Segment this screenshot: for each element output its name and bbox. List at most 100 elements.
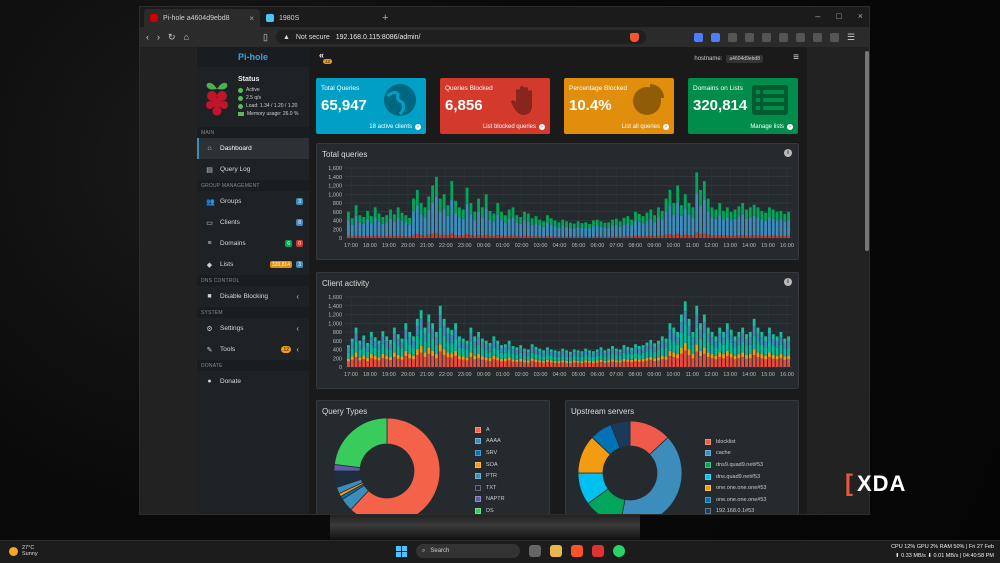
legend-item[interactable]: one.one.one.one#53 <box>705 482 766 494</box>
bar-segment <box>664 338 668 343</box>
stat-link[interactable]: List all queries › <box>622 124 669 130</box>
brave-browser-icon[interactable] <box>571 545 583 557</box>
bar-segment <box>480 207 484 218</box>
system-tray[interactable]: CPU 12% GPU 2% RAM 50% | Fri 27 Feb ⬆ 0.… <box>891 543 994 561</box>
extension-icon[interactable] <box>710 32 720 42</box>
bar-segment <box>538 360 542 363</box>
status-memory: Memory usage: 26.0 % <box>238 111 298 117</box>
bar-segment <box>660 359 664 367</box>
stat-link[interactable]: Manage lists › <box>750 124 793 130</box>
bar-segment <box>702 314 706 323</box>
sidebar-item-dashboard[interactable]: ⌂ Dashboard <box>197 138 309 159</box>
minimize-icon[interactable]: – <box>815 11 821 21</box>
bar-segment <box>722 358 725 367</box>
windows-start-icon[interactable] <box>396 545 407 557</box>
legend-item[interactable]: DS <box>475 505 505 514</box>
y-tick-label: 1,200 <box>328 313 342 319</box>
info-icon[interactable]: i <box>784 278 792 286</box>
address-bar[interactable]: ▲ Not secure 192.168.0.115:8086/admin/ <box>275 30 646 44</box>
hamburger-menu-icon[interactable]: ≡ <box>793 52 799 63</box>
sidebar-item-domains[interactable]: ≡ Domains 6 0 <box>197 233 309 254</box>
legend-item[interactable]: cache <box>705 448 766 460</box>
bar-segment <box>534 349 538 354</box>
forward-icon[interactable]: › <box>157 32 160 42</box>
bar-segment <box>392 327 396 334</box>
legend-item[interactable]: dns.quad9.net#53 <box>705 471 766 483</box>
bar-segment <box>369 223 373 237</box>
bookmark-icon[interactable]: ▯ <box>262 31 268 42</box>
extension-icon[interactable] <box>744 32 754 42</box>
bar-segment <box>431 323 435 330</box>
new-tab-button[interactable]: + <box>382 12 389 24</box>
reload-icon[interactable]: ↻ <box>168 31 176 42</box>
sidebar-item-tools[interactable]: ✎ Tools 12 ‹ <box>197 339 309 360</box>
bar-segment <box>415 318 419 327</box>
bar-segment <box>366 346 369 352</box>
extension-icon[interactable] <box>727 32 737 42</box>
file-explorer-icon[interactable] <box>529 545 541 557</box>
bar-segment <box>618 352 622 356</box>
back-icon[interactable]: ‹ <box>146 32 149 42</box>
close-icon[interactable]: × <box>249 13 254 23</box>
bar-segment <box>454 338 457 351</box>
extension-icon[interactable] <box>795 32 805 42</box>
sidebar-item-query-log[interactable]: ▤ Query Log <box>197 159 309 180</box>
sidebar-item-groups[interactable]: 👥 Groups 3 <box>197 191 309 212</box>
extension-icon[interactable] <box>829 32 839 42</box>
bar-segment <box>377 344 381 350</box>
extension-icon[interactable] <box>778 32 788 42</box>
sidebar-item-clients[interactable]: ▭ Clients 8 <box>197 212 309 233</box>
legend-item[interactable]: A <box>475 424 505 436</box>
stat-link[interactable]: List blocked queries › <box>483 124 545 130</box>
folder-icon[interactable] <box>550 545 562 557</box>
bar-segment <box>576 350 580 353</box>
bar-segment <box>484 357 488 361</box>
home-icon[interactable]: ⌂ <box>183 32 189 42</box>
legend-item[interactable]: one.one.one.one#53 <box>705 494 766 506</box>
bar-segment <box>347 220 350 236</box>
legend-item[interactable]: AAAA <box>475 436 505 448</box>
brave-shield-icon[interactable] <box>629 32 639 42</box>
sidebar-item-settings[interactable]: ⚙ Settings ‹ <box>197 318 309 339</box>
sidebar-item-label: Query Log <box>220 166 251 173</box>
legend-item[interactable]: TXT <box>475 482 505 494</box>
taskbar-search[interactable]: ⌕ Search <box>416 544 520 558</box>
bar-segment <box>438 305 442 315</box>
info-icon[interactable]: i <box>784 149 792 157</box>
tab-pihole[interactable]: Pi-hole a4604d9ebd8 × <box>144 9 260 27</box>
legend-item[interactable]: SRV <box>475 447 505 459</box>
status-text: Active <box>246 87 260 93</box>
sidebar-item-lists[interactable]: ◆ Lists 320,814 3 <box>197 254 309 275</box>
bar-segment <box>392 236 396 238</box>
bar-segment <box>572 228 576 237</box>
legend-item[interactable]: SOA <box>475 459 505 471</box>
legend-item[interactable]: dns9.quad9.net#53 <box>705 459 766 471</box>
maximize-icon[interactable]: □ <box>836 11 842 21</box>
bar-segment <box>561 219 565 226</box>
legend-item[interactable]: blocklist <box>705 436 766 448</box>
bar-segment <box>500 352 503 359</box>
whatsapp-icon[interactable] <box>613 545 625 557</box>
scrollbar[interactable] <box>865 51 869 251</box>
app-icon[interactable] <box>592 545 604 557</box>
close-window-icon[interactable]: × <box>857 11 863 21</box>
hostname: hostname: a4604d9ebd8 <box>694 55 763 63</box>
legend-item[interactable]: PTR <box>475 470 505 482</box>
bar-segment <box>645 357 649 361</box>
y-tick-label: 1,400 <box>328 175 342 181</box>
sidebar-item-disable-blocking[interactable]: ■ Disable Blocking ‹ <box>197 286 309 307</box>
sidebar-toggle-icon[interactable]: « <box>319 50 325 60</box>
legend-item[interactable]: NAPTR <box>475 494 505 506</box>
pihole-logo[interactable]: Pi-hole <box>197 47 309 67</box>
extension-icon[interactable] <box>812 32 822 42</box>
sidebar-item-donate[interactable]: ● Donate <box>197 371 309 392</box>
menu-icon[interactable]: ☰ <box>846 31 856 42</box>
extension-icon[interactable] <box>693 32 703 42</box>
stat-link[interactable]: 18 active clients › <box>369 124 421 130</box>
extension-icon[interactable] <box>761 32 771 42</box>
tab-second[interactable]: 1980S <box>260 9 376 27</box>
bar-segment <box>350 236 354 238</box>
weather-widget[interactable]: 27°C Sunny <box>9 545 38 557</box>
bar-segment <box>771 235 775 238</box>
legend-item[interactable]: 192.168.0.1#53 <box>705 506 766 514</box>
